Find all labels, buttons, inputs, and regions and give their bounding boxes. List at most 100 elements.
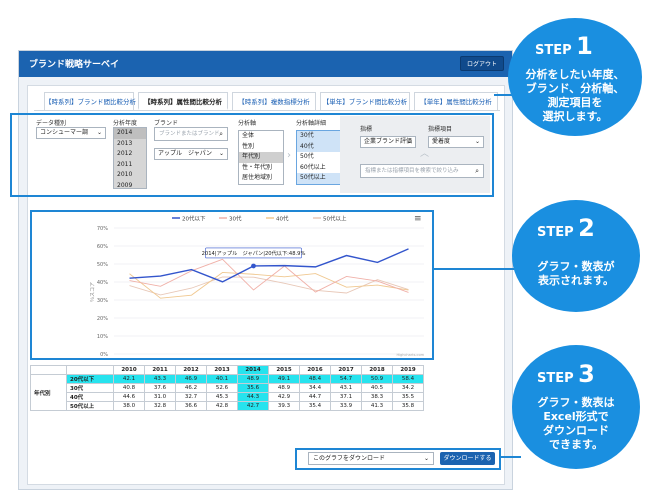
indicator-item-select[interactable]: 愛着度 ⌄	[428, 136, 484, 148]
indicator-item-label: 指標項目	[428, 126, 453, 133]
table-cell: 32.8	[144, 401, 176, 411]
legend-label: 30代	[229, 215, 242, 223]
table-row: 30代 40.8 37.6 46.2 52.6 35.6 48.9 34.4 43.1 40.5 3…	[31, 383, 424, 393]
chevron-up-icon: ︿	[420, 149, 430, 159]
table-row-label: 50代以上	[66, 401, 114, 411]
brand-label: ブランド	[154, 120, 179, 127]
table-cell: 49.1	[268, 374, 300, 384]
step1-number: 1	[576, 32, 593, 60]
table-row: 40代 44.6 31.0 32.7 45.3 44.3 42.9 44.7 37.1 38.3 3…	[31, 392, 424, 402]
indicator-panel	[340, 116, 490, 193]
table-cell: 33.9	[330, 401, 362, 411]
year-option[interactable]: 2011	[114, 159, 146, 170]
brand-search-placeholder: ブランドまたはブランド	[159, 131, 220, 137]
tab-timeseries-brand[interactable]: 【時系列】ブランド間比較分析	[44, 92, 136, 110]
axis-option[interactable]: 居住地域別	[242, 174, 273, 181]
series-line	[129, 248, 409, 283]
brand-value: アップル ジャパン	[158, 150, 213, 157]
axis-detail-listbox[interactable]: 30代 40代 50代 60代以上 50代以上	[296, 130, 342, 185]
menu-icon[interactable]: ≡	[414, 214, 422, 224]
y-tick-label: 50%	[97, 262, 108, 268]
axis-option[interactable]: 性・年代別	[242, 163, 273, 171]
year-listbox[interactable]: 2014 2013 2012 2011 2010 2009	[113, 127, 147, 189]
y-tick-label: 10%	[97, 334, 108, 340]
table-cell: 38.0	[113, 401, 145, 411]
axis-detail-option[interactable]: 60代以上	[300, 163, 326, 171]
table-corner	[66, 365, 114, 375]
year-option[interactable]: 2014	[114, 128, 146, 139]
table-cell: 46.2	[175, 383, 207, 393]
year-option[interactable]: 2013	[114, 138, 146, 149]
axis-listbox[interactable]: 全体 性別 年代別 性・年代別 居住地域別	[238, 130, 284, 185]
series-line	[129, 258, 409, 293]
download-select[interactable]: このグラフをダウンロード ⌄	[308, 452, 434, 465]
table-cell: 42.1	[113, 374, 145, 384]
axis-detail-option[interactable]: 40代	[297, 141, 341, 152]
tab-bar: 【時系列】ブランド間比較分析 【時系列】属性間比較分析 【時系列】複数指標分析 …	[34, 92, 500, 110]
tab-single-brand[interactable]: 【単年】ブランド間比較分析	[320, 92, 410, 110]
step2-line: 表示されます。	[538, 274, 614, 287]
axis-detail-option[interactable]: 50代以上	[297, 173, 341, 184]
data-type-value: コンシューマー調	[40, 129, 89, 136]
table-year-header: 2013	[206, 365, 238, 375]
step2-line: グラフ・数表が	[537, 260, 615, 273]
tab-timeseries-multi[interactable]: 【時系列】複数指標分析	[232, 92, 316, 110]
table-cell: 35.8	[392, 401, 424, 411]
table-cell: 43.3	[144, 374, 176, 384]
legend-label: 50代以上	[323, 215, 347, 223]
brand-search-input[interactable]: ブランドまたはブランド ⌕	[154, 127, 228, 141]
table-cell: 43.1	[330, 383, 362, 393]
step1-line: 測定項目を	[547, 96, 603, 109]
chevron-down-icon: ⌄	[474, 138, 480, 145]
tab-timeseries-attribute[interactable]: 【時系列】属性間比較分析	[138, 92, 228, 110]
search-icon[interactable]: ⌕	[475, 167, 479, 175]
tab-divider	[34, 110, 500, 111]
indicator-search-input[interactable]: 指標または指標項目を検索で絞り込み ⌕	[360, 164, 484, 178]
table-cell: 54.7	[330, 374, 362, 384]
indicator-select[interactable]: 企業ブランド評価 ⌄	[360, 136, 416, 148]
tooltip-box	[205, 247, 302, 259]
chart-highlight-frame	[30, 210, 434, 360]
axis-detail-option[interactable]: 30代	[297, 131, 341, 142]
data-type-label: データ種別	[36, 120, 67, 127]
chevron-down-icon: ⌄	[406, 138, 412, 145]
table-year-header: 2016	[299, 365, 331, 375]
axis-label: 分析軸	[238, 120, 257, 127]
year-option[interactable]: 2012	[114, 149, 146, 160]
table-cell: 40.8	[113, 383, 145, 393]
axis-option[interactable]: 性別	[242, 142, 255, 150]
table-cell: 36.6	[175, 401, 207, 411]
table-cell: 42.8	[206, 401, 238, 411]
y-tick-label: 30%	[97, 298, 108, 304]
table-cell: 40.5	[361, 383, 393, 393]
y-tick-label: 70%	[97, 226, 108, 232]
step2-number: 2	[578, 214, 595, 242]
brand-select[interactable]: アップル ジャパン ⌄	[154, 148, 228, 160]
y-tick-label: 0%	[100, 352, 108, 358]
indicator-item-value: 愛着度	[432, 138, 451, 145]
y-tick-label: 40%	[97, 280, 108, 286]
search-icon[interactable]: ⌕	[219, 130, 223, 138]
step1-line: 選択します。	[542, 110, 608, 123]
axis-detail-option[interactable]: 50代	[300, 153, 314, 160]
download-button[interactable]: ダウンロードする	[440, 452, 495, 465]
table-cell: 44.3	[237, 392, 269, 402]
table-row-label: 20代以下	[66, 374, 114, 384]
axis-option-selected[interactable]: 年代別	[239, 152, 283, 163]
data-point	[251, 263, 256, 269]
logout-button[interactable]: ログアウト	[460, 56, 504, 71]
indicator-search-placeholder: 指標または指標項目を検索で絞り込み	[365, 168, 459, 174]
chevron-down-icon: ⌄	[218, 150, 224, 157]
year-option[interactable]: 2010	[114, 170, 146, 181]
table-cell: 31.0	[144, 392, 176, 402]
table-corner	[30, 365, 67, 375]
year-option[interactable]: 2009	[114, 180, 146, 188]
table-cell: 41.3	[361, 401, 393, 411]
step2-head: STEP	[537, 225, 574, 240]
data-type-select[interactable]: コンシューマー調 ⌄	[36, 127, 106, 139]
table-cell: 32.7	[175, 392, 207, 402]
step2-text: グラフ・数表が 表示されます。	[514, 260, 638, 288]
table-cell: 50.9	[361, 374, 393, 384]
axis-option[interactable]: 全体	[242, 132, 255, 139]
tab-single-attribute[interactable]: 【単年】属性間比較分析	[414, 92, 498, 110]
